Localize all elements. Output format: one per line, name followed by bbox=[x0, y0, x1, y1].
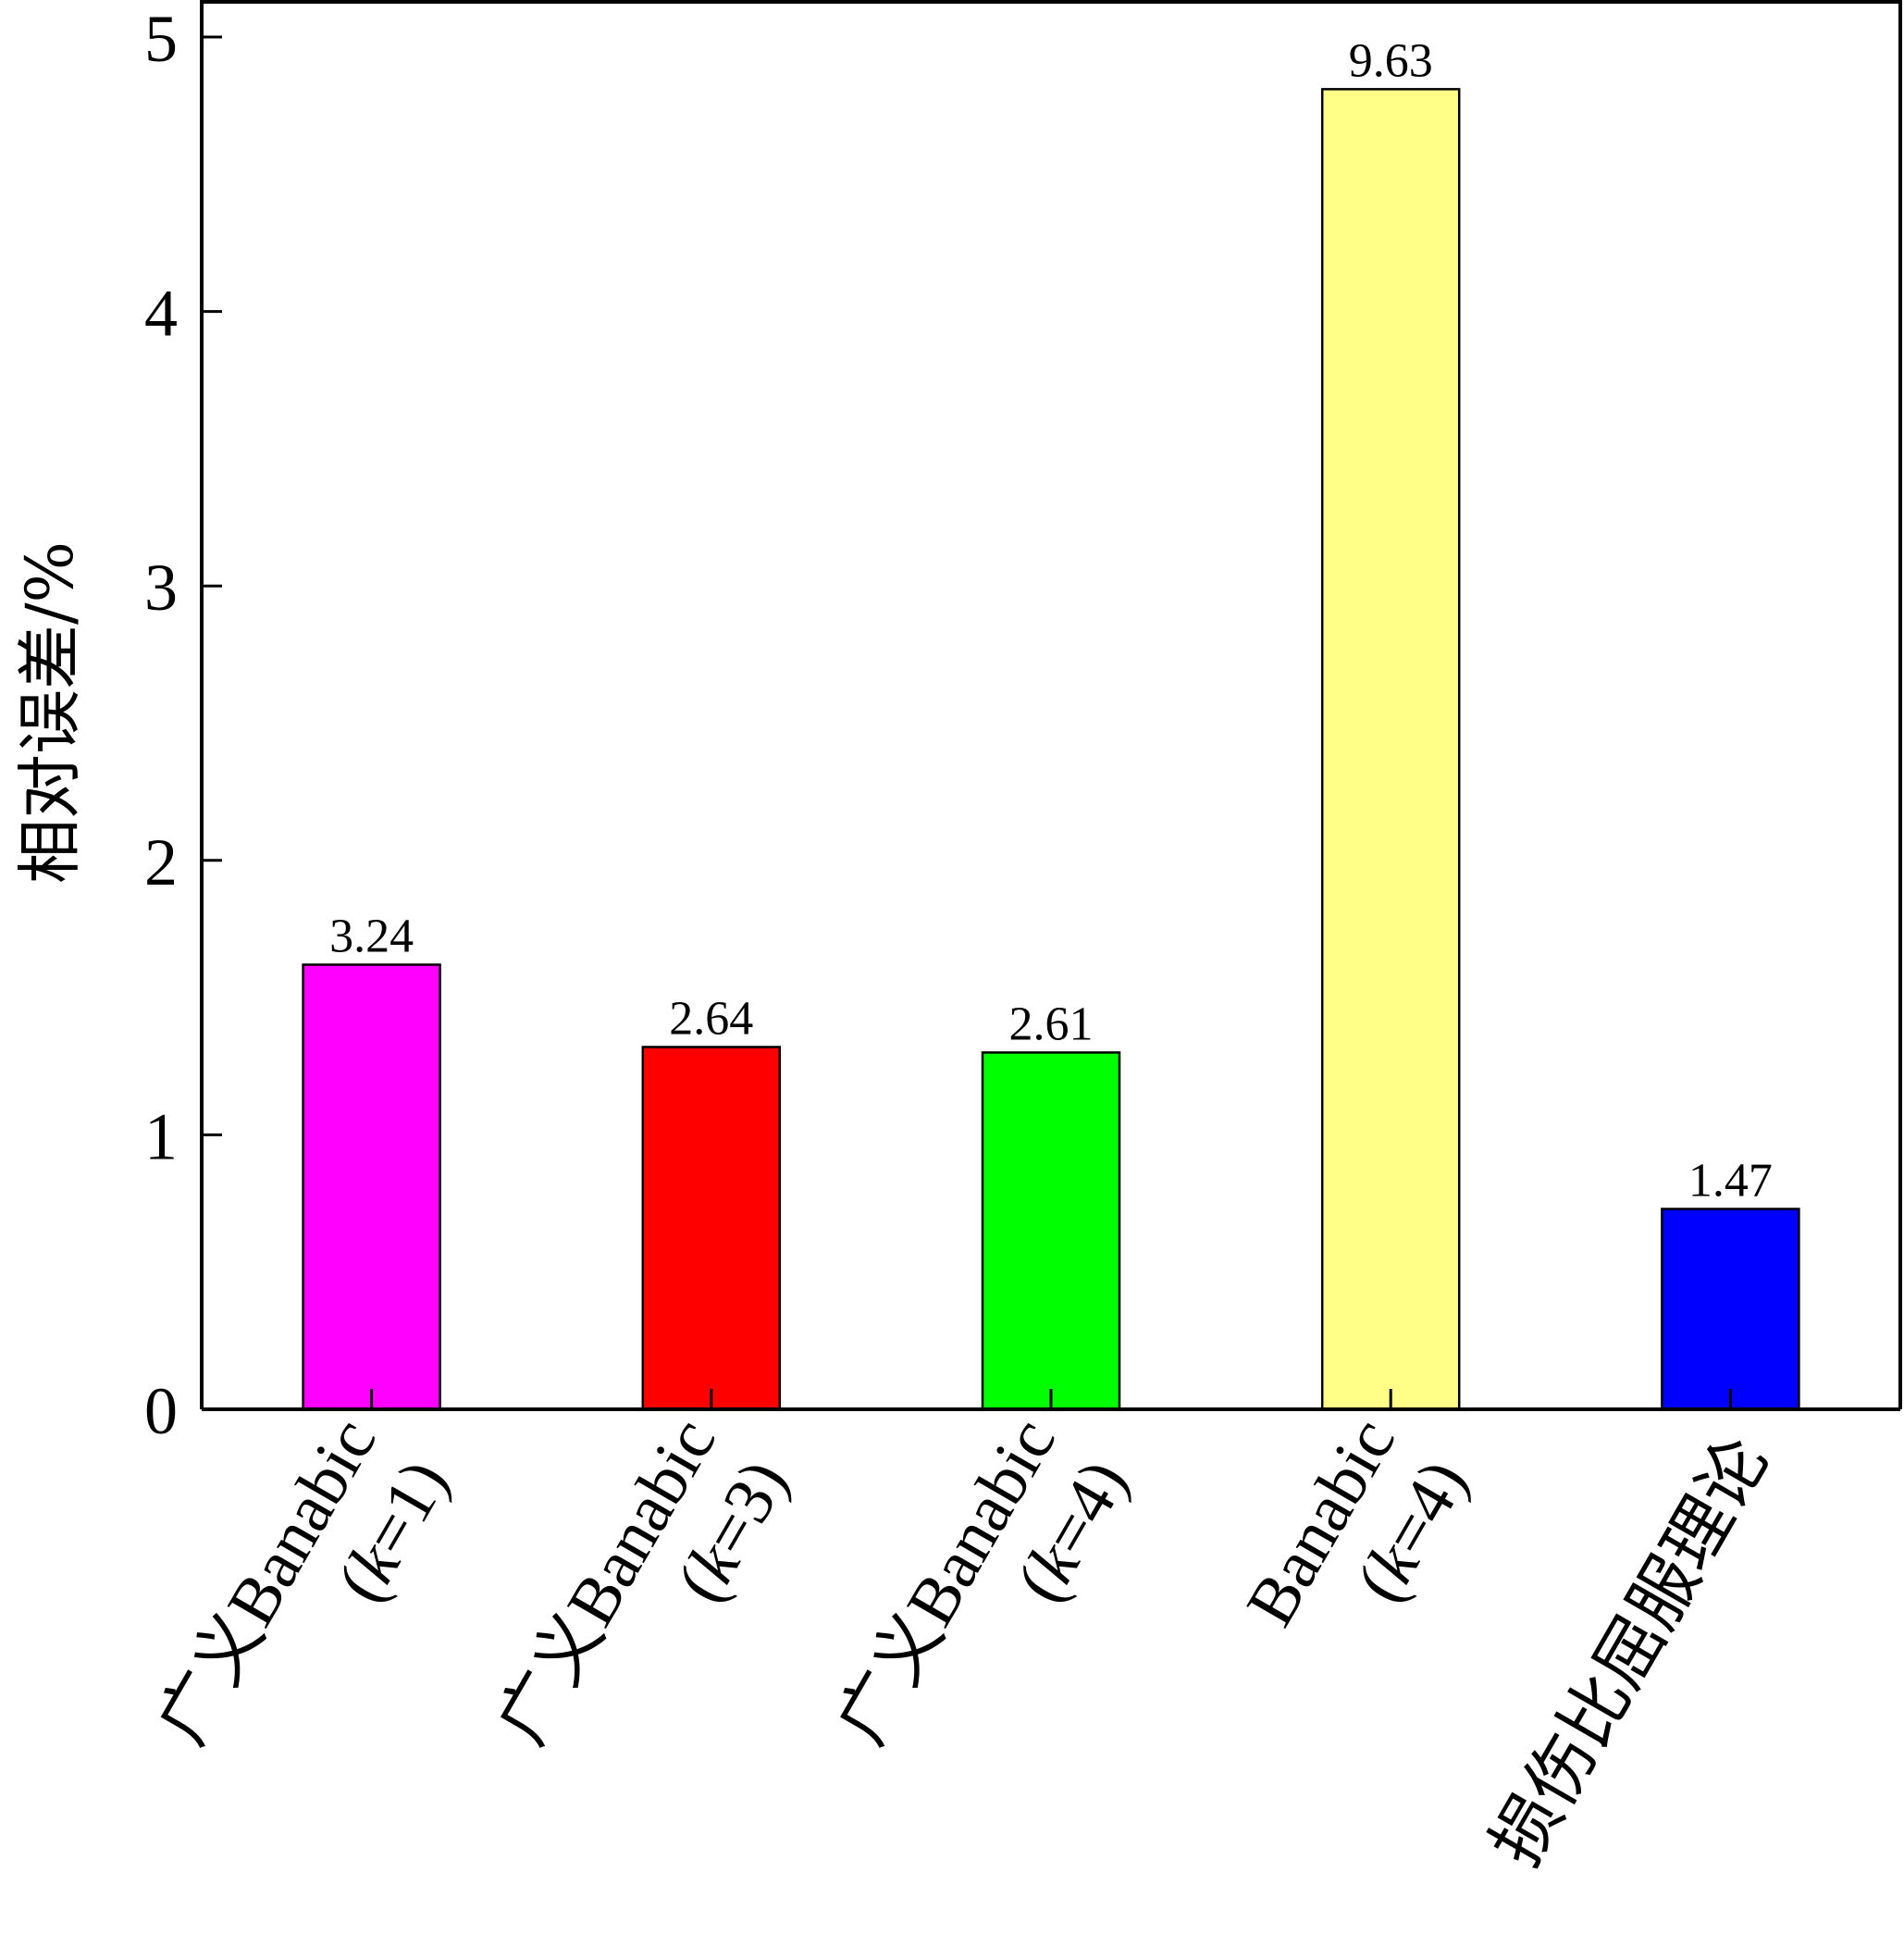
y-tick-label-5: 5 bbox=[144, 2, 178, 76]
y-tick-label-2: 2 bbox=[144, 825, 178, 899]
bar-4 bbox=[1320, 88, 1461, 1411]
data-label-4: 9.63 bbox=[1349, 34, 1433, 87]
x-label-5-line1: 损伤比屈服理论 bbox=[1478, 1426, 1784, 1879]
bar-3 bbox=[981, 1051, 1121, 1411]
bar-1 bbox=[302, 963, 441, 1411]
x-labels-group: 广义Banabic(k=1) 广义Banabic(k=3) 广义Banabic(k=… bbox=[144, 1389, 1784, 1879]
y-tick-label-0: 0 bbox=[144, 1374, 178, 1448]
data-label-3: 2.61 bbox=[1009, 998, 1094, 1050]
data-label-1: 3.24 bbox=[329, 911, 414, 963]
data-label-5: 1.47 bbox=[1688, 1154, 1773, 1207]
x-label-5: 损伤比屈服理论 bbox=[1478, 1426, 1784, 1879]
x-label-3: 广义Banabic(k=4) bbox=[824, 1407, 1143, 1757]
data-label-2: 2.64 bbox=[669, 992, 753, 1045]
y-tick-label-4: 4 bbox=[144, 277, 178, 351]
x-label-1: 广义Banabic(k=1) bbox=[144, 1407, 463, 1757]
x-label-4: Banabic(k=4) bbox=[1232, 1407, 1482, 1639]
y-tick-label-3: 3 bbox=[144, 551, 178, 625]
bar-2 bbox=[641, 1046, 782, 1411]
y-axis-title: 相对误差/% bbox=[12, 541, 88, 884]
bars-group: 3.24 2.64 2.61 9.63 1.47 bbox=[302, 34, 1800, 1411]
x-label-2: 广义Banabic(k=3) bbox=[484, 1407, 802, 1757]
axes-group bbox=[200, 0, 1902, 1411]
y-tick-label-1: 1 bbox=[144, 1099, 178, 1173]
bar-5 bbox=[1661, 1208, 1800, 1411]
y-ticks-group: 0 1 2 3 4 5 bbox=[144, 2, 222, 1448]
